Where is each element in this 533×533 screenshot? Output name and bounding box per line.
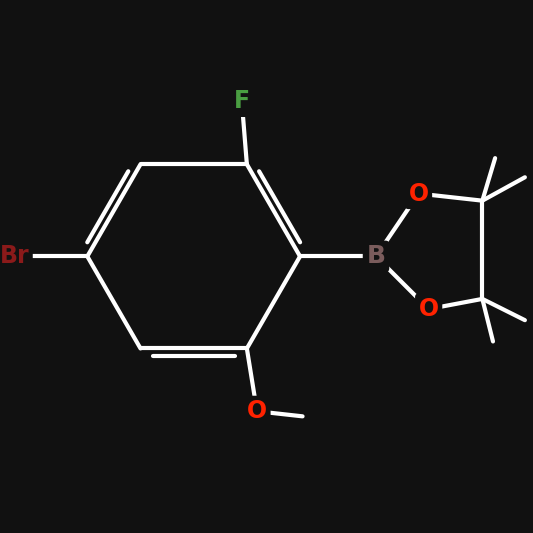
Text: B: B	[367, 244, 385, 269]
Text: Br: Br	[0, 244, 29, 269]
Text: O: O	[408, 182, 429, 206]
Text: F: F	[234, 90, 250, 114]
Text: O: O	[247, 399, 267, 423]
Text: O: O	[418, 297, 439, 321]
